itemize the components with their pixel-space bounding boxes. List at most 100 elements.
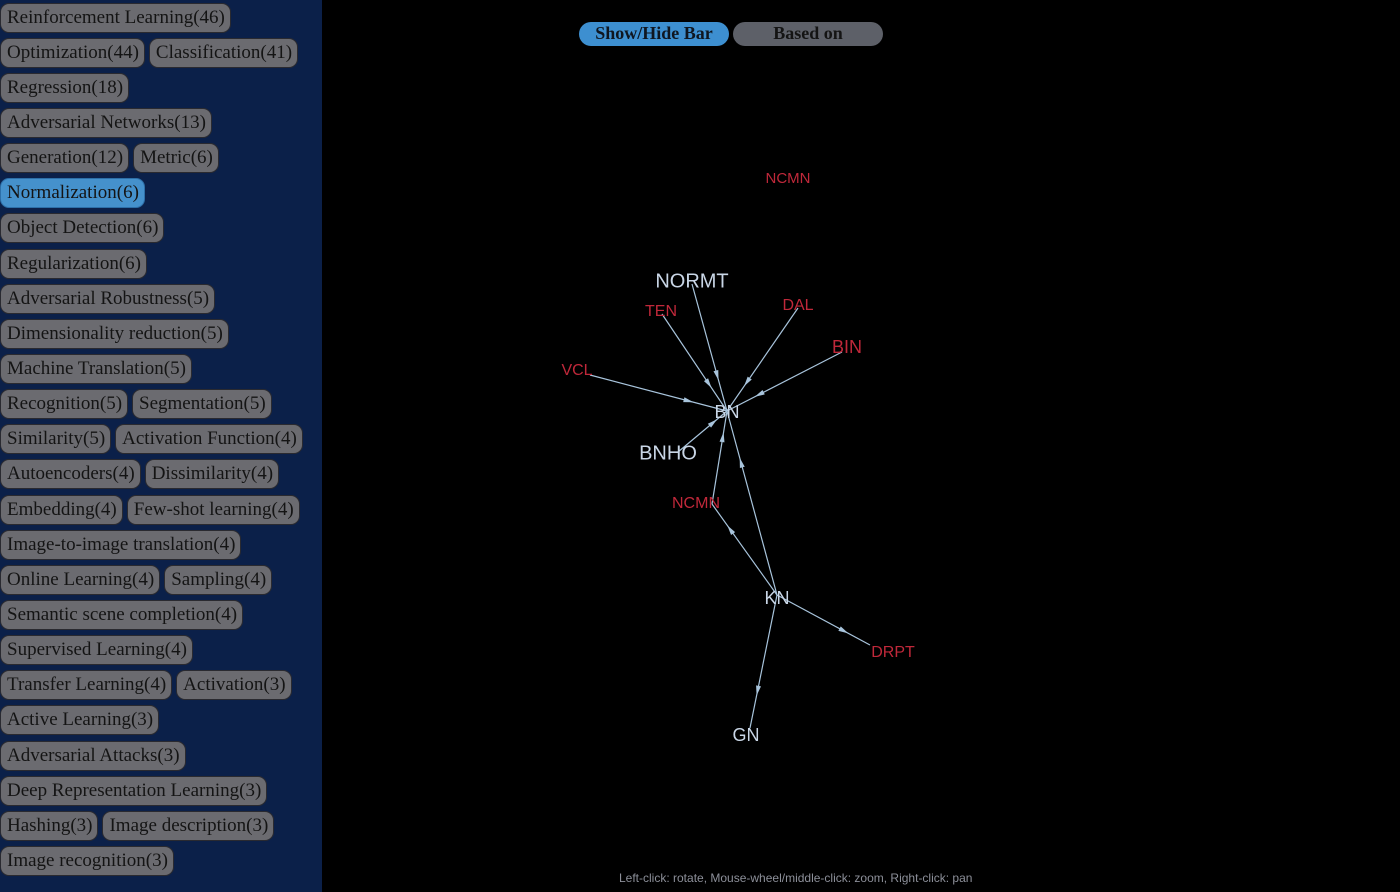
graph-node-drpt[interactable]: DRPT (871, 644, 915, 661)
tag-row: Hashing(3) Image description(3) (0, 808, 322, 843)
tag-row: Recognition(5) Segmentation(5) (0, 387, 322, 422)
tag-button[interactable]: Recognition(5) (0, 389, 129, 420)
edge-TEN-BN (661, 313, 728, 412)
edge-arrowhead (683, 397, 694, 403)
edge-KN-DRPT (776, 594, 871, 646)
tag-button[interactable]: Autoencoders(4) (0, 459, 141, 490)
tag-button[interactable]: Activation Function(4) (115, 424, 303, 455)
tag-row: Reinforcement Learning(46) (0, 0, 322, 35)
tag-row: Adversarial Networks(13) (0, 105, 322, 140)
tag-row: Regularization(6) (0, 246, 322, 281)
graph-node-bn[interactable]: BN (714, 402, 739, 422)
tag-button[interactable]: Adversarial Networks(13) (0, 107, 212, 138)
edge-arrowhead (754, 389, 765, 397)
graph-node-dal[interactable]: DAL (782, 297, 813, 314)
graph-node-ten[interactable]: TEN (645, 303, 677, 320)
tag-button[interactable]: Object Detection(6) (0, 213, 165, 244)
tag-button[interactable]: Reinforcement Learning(46) (0, 2, 231, 33)
graph-node-bin[interactable]: BIN (832, 337, 862, 357)
tag-list: Reinforcement Learning(46) Optimization(4… (0, 0, 322, 879)
tag-button[interactable]: Activation(3) (176, 670, 292, 701)
edge-KN-GN (749, 594, 778, 729)
graph-node-normt[interactable]: NORMT (655, 270, 728, 292)
based-on-button[interactable]: Based on (733, 22, 883, 46)
tag-button[interactable]: Supervised Learning(4) (0, 635, 193, 666)
graph-node-ncmn[interactable]: NCMN (766, 170, 811, 187)
graph-canvas[interactable]: NCMN NORMT TEN DAL BIN VCL BN BNHO NCMN KN DRPT GN (322, 0, 1400, 892)
tag-row: Generation(12) Metric(6) (0, 141, 322, 176)
edge-DAL-BN (726, 307, 799, 412)
tag-button[interactable]: Active Learning(3) (0, 705, 160, 736)
tag-row: Supervised Learning(4) (0, 633, 322, 668)
tag-button[interactable]: Deep Representation Learning(3) (0, 775, 268, 806)
tag-row: Transfer Learning(4) Activation(3) (0, 668, 322, 703)
tag-button[interactable]: Sampling(4) (164, 564, 273, 595)
tag-row: Image-to-image translation(4) (0, 527, 322, 562)
tag-row: Autoencoders(4) Dissimilarity(4) (0, 457, 322, 492)
tag-button[interactable]: Regression(18) (0, 72, 130, 103)
edge-arrowhead (744, 376, 752, 387)
graph-viewport[interactable]: NCMN NORMT TEN DAL BIN VCL BN BNHO NCMN KN DRPT GN … (322, 0, 1400, 892)
edge-arrowhead (719, 432, 725, 443)
edge-arrowhead (739, 457, 745, 469)
tag-row: Deep Representation Learning(3) (0, 773, 322, 808)
graph-node-kn[interactable]: KN (764, 588, 789, 608)
graph-node-bnho[interactable]: BNHO (639, 442, 697, 464)
tag-row: Optimization(44) Classification(41) (0, 35, 322, 70)
edge-BNHO-BN (677, 410, 728, 453)
show-hide-bar-button[interactable]: Show/Hide Bar (579, 22, 729, 46)
tag-row: Image recognition(3) (0, 843, 322, 878)
tag-button[interactable]: Image description(3) (102, 810, 275, 841)
graph-node-gn[interactable]: GN (733, 725, 760, 745)
tag-row: Machine Translation(5) (0, 351, 322, 386)
tag-button[interactable]: Regularization(6) (0, 248, 148, 279)
tag-button[interactable]: Similarity(5) (0, 424, 112, 455)
tag-row: Semantic scene completion(4) (0, 597, 322, 632)
edge-arrowhead (838, 626, 849, 634)
edge-arrowhead (703, 378, 712, 388)
edge-arrowhead (727, 525, 736, 536)
tag-row: Online Learning(4) Sampling(4) (0, 562, 322, 597)
tag-button[interactable]: Online Learning(4) (0, 564, 161, 595)
tag-button[interactable]: Hashing(3) (0, 810, 99, 841)
tag-button[interactable]: Generation(12) (0, 143, 130, 174)
edge-arrowhead (756, 685, 762, 696)
tag-button[interactable]: Adversarial Attacks(3) (0, 740, 186, 771)
tag-row: Embedding(4) Few-shot learning(4) (0, 492, 322, 527)
tag-row: Adversarial Robustness(5) (0, 281, 322, 316)
tag-row: Similarity(5) Activation Function(4) (0, 422, 322, 457)
edge-arrowhead (707, 419, 718, 428)
tag-button[interactable]: Segmentation(5) (132, 389, 272, 420)
tag-button[interactable]: Adversarial Robustness(5) (0, 283, 216, 314)
edge-BIN-BN (726, 351, 843, 412)
sidebar: Reinforcement Learning(46) Optimization(4… (0, 0, 322, 892)
tag-row: Object Detection(6) (0, 211, 322, 246)
edge-arrowhead (713, 369, 719, 381)
graph-node-vcl[interactable]: VCL (561, 362, 592, 379)
tag-button[interactable]: Metric(6) (133, 143, 219, 174)
tag-button[interactable]: Few-shot learning(4) (126, 494, 300, 525)
tag-row: Dimensionality reduction(5) (0, 316, 322, 351)
tag-button[interactable]: Machine Translation(5) (0, 353, 192, 384)
tag-button[interactable]: Image recognition(3) (0, 845, 174, 876)
edge-NORMT-BN (691, 283, 728, 412)
tag-button[interactable]: Classification(41) (148, 37, 299, 68)
tag-button[interactable]: Embedding(4) (0, 494, 123, 525)
tag-button-selected[interactable]: Normalization(6) (0, 178, 145, 209)
tag-button[interactable]: Transfer Learning(4) (0, 670, 173, 701)
tag-row: Regression(18) (0, 70, 322, 105)
edge-KN-NCMN (711, 503, 778, 596)
tag-button[interactable]: Dissimilarity(4) (144, 459, 280, 490)
edge-KN-BN (726, 410, 778, 596)
tag-button[interactable]: Semantic scene completion(4) (0, 599, 244, 630)
edge-VCL-BN (589, 374, 728, 412)
tag-row: Active Learning(3) (0, 703, 322, 738)
tag-row: Normalization(6) (0, 176, 322, 211)
tag-row: Adversarial Attacks(3) (0, 738, 322, 773)
graph-node-ncmn[interactable]: NCMN (672, 495, 720, 512)
edge-NCMN-BN (711, 410, 728, 505)
tag-button[interactable]: Image-to-image translation(4) (0, 529, 242, 560)
tag-button[interactable]: Optimization(44) (0, 37, 145, 68)
help-text: Left-click: rotate, Mouse-wheel/middle-c… (619, 871, 973, 885)
tag-button[interactable]: Dimensionality reduction(5) (0, 318, 229, 349)
